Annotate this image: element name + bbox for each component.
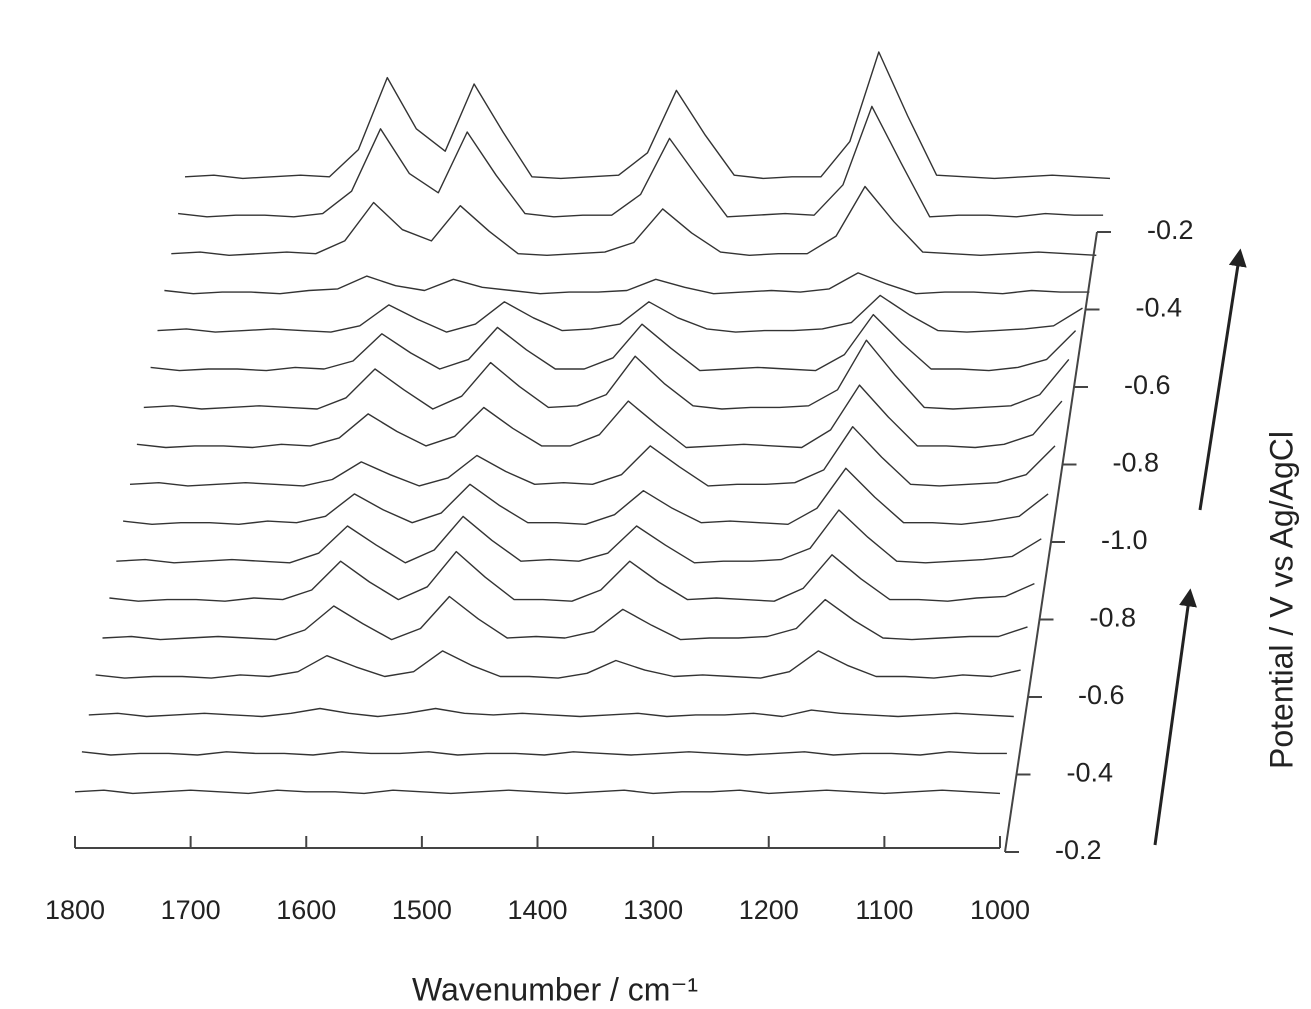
trace (150, 313, 1077, 372)
trace-occluder (123, 468, 1049, 532)
trace (136, 384, 1063, 449)
trace-occluder (164, 272, 1090, 302)
trace (81, 751, 1007, 756)
trace (157, 294, 1083, 333)
traces (74, 51, 1111, 801)
trace (184, 51, 1111, 180)
y-tick-label: -0.6 (1078, 680, 1125, 710)
x-tick-label: 1200 (739, 895, 799, 925)
trace (129, 426, 1056, 487)
trace-occluder (130, 426, 1055, 494)
trace (102, 595, 1028, 641)
trace-occluder (102, 596, 1028, 648)
y-axis-title: Potential / V vs Ag/AgCl (1263, 431, 1299, 769)
y-tick-label: -0.4 (1067, 758, 1114, 788)
scan-arrow (1153, 588, 1197, 846)
trace-occluder (150, 314, 1076, 379)
axes: 1800 1700 1600 1500 1400 1300 1200 1100 1000 -0.2… (45, 215, 1194, 925)
trace (171, 185, 1097, 257)
y-tick-label: -0.8 (1113, 448, 1160, 478)
scan-arrow (1198, 248, 1247, 511)
trace (143, 339, 1070, 410)
trace (109, 550, 1035, 602)
trace-occluder (88, 708, 1014, 725)
x-tick-label: 1700 (161, 895, 221, 925)
x-tick-label: 1500 (392, 895, 452, 925)
trace-occluder (95, 650, 1021, 686)
x-tick-label: 1300 (623, 895, 683, 925)
trace (164, 272, 1090, 295)
trace-occluder (136, 385, 1062, 456)
y-tick-label: -0.6 (1124, 370, 1171, 400)
trace-occluder (157, 295, 1083, 340)
trace (178, 105, 1104, 218)
y-tick-label: -0.2 (1147, 215, 1194, 245)
trace (88, 707, 1014, 718)
x-tick-label: 1100 (855, 895, 913, 925)
x-tick-label: 1400 (507, 895, 567, 925)
y-tick-label: -0.4 (1136, 293, 1183, 323)
y-tick-label: -0.8 (1090, 603, 1137, 633)
trace (74, 789, 1001, 795)
trace-occluder (185, 52, 1110, 186)
x-tick-label: 1000 (970, 895, 1030, 925)
trace-occluder (75, 790, 1000, 801)
trace-occluder (143, 340, 1069, 417)
trace (95, 650, 1021, 679)
x-tick-label: 1800 (45, 895, 105, 925)
y-tick-label: -0.2 (1055, 835, 1102, 865)
trace-occluder (116, 510, 1042, 571)
trace-occluder (81, 751, 1007, 763)
trace (116, 509, 1042, 564)
y-tick-label: -1.0 (1101, 525, 1148, 555)
x-axis-title: Wavenumber / cm⁻¹ (412, 971, 698, 1007)
trace-occluder (109, 551, 1035, 609)
trace (123, 467, 1049, 525)
trace-occluder (171, 186, 1097, 263)
x-tick-label: 1600 (276, 895, 336, 925)
